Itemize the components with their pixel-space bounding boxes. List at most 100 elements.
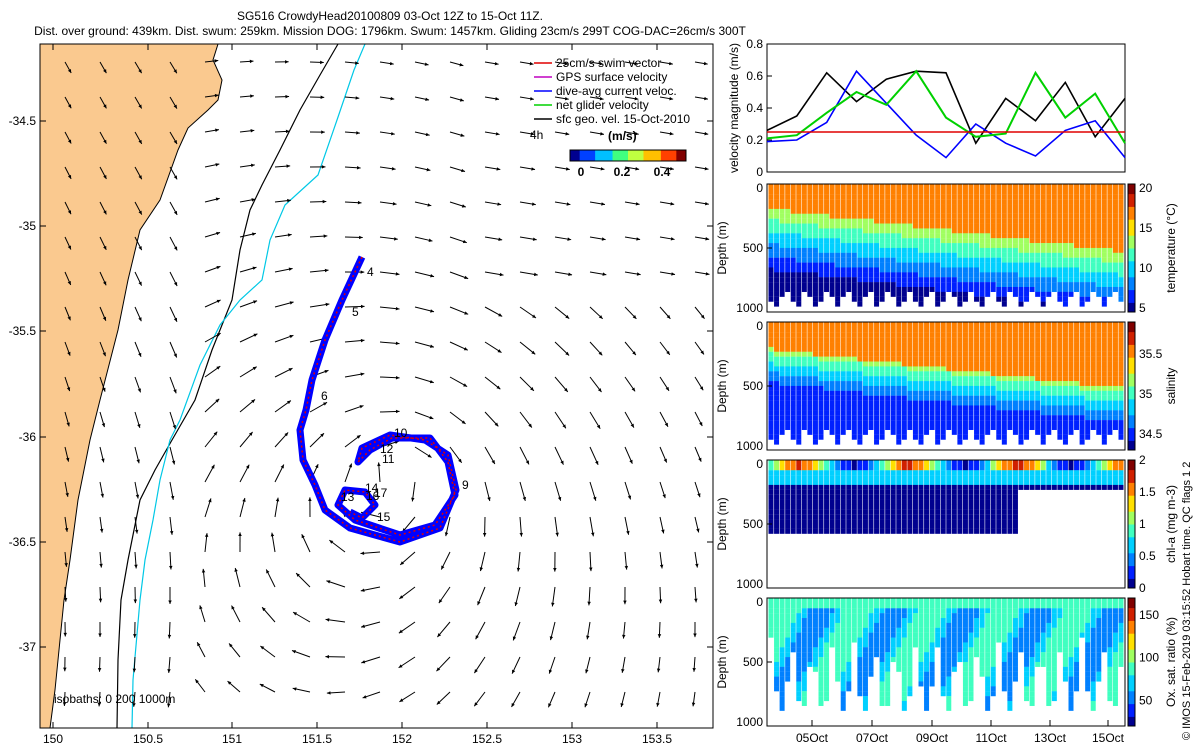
section-cell: [957, 504, 963, 510]
section-cell: [790, 434, 796, 440]
colorbar-cell: [670, 150, 673, 161]
section-cell: [774, 484, 780, 490]
section-cell: [812, 489, 818, 495]
velocity-arrow-head: [595, 460, 599, 465]
section-cell: [812, 233, 818, 239]
section-cell: [807, 194, 813, 200]
section-cell: [1012, 390, 1018, 396]
section-cell: [1107, 376, 1113, 382]
section-cell: [951, 184, 957, 190]
section-cell: [1118, 342, 1124, 348]
section-cell: [807, 327, 813, 333]
section-cell: [1040, 410, 1046, 416]
section-cell: [785, 528, 791, 534]
velocity-arrow-head: [66, 422, 70, 427]
section-cell: [1062, 247, 1068, 253]
section-cell: [812, 247, 818, 253]
velocity-arrow-head: [430, 274, 435, 278]
section-cell: [807, 420, 813, 426]
section-cell: [1096, 247, 1102, 253]
section-y-tick-label: 0: [756, 457, 763, 471]
section-cell: [779, 420, 785, 426]
section-cell: [890, 267, 896, 273]
section-cell: [1012, 252, 1018, 258]
velocity-arrow-head: [494, 422, 499, 427]
section-cell: [1046, 257, 1052, 263]
section-cell: [996, 223, 1002, 229]
section-cell: [785, 218, 791, 224]
section-cell: [857, 405, 863, 411]
lat-tick-label: -34.5: [9, 114, 37, 128]
section-cell: [935, 460, 941, 466]
section-cell: [812, 291, 818, 297]
section-cell: [812, 429, 818, 435]
section-cell: [768, 613, 774, 619]
section-cell: [1112, 286, 1118, 292]
section-cell: [996, 494, 1002, 500]
section-cell: [968, 381, 974, 387]
section-cell: [840, 381, 846, 387]
section-cell: [935, 385, 941, 391]
section-cell: [962, 277, 968, 283]
velocity-arrow-head: [204, 533, 209, 537]
section-cell: [968, 322, 974, 328]
section-cell: [990, 233, 996, 239]
section-cell: [1085, 286, 1091, 292]
section-cell: [885, 351, 891, 357]
section-cell: [968, 400, 974, 406]
velocity-arrow-head: [395, 272, 400, 276]
section-cell: [796, 686, 802, 692]
velocity-y-tick-label: 0.2: [746, 133, 763, 147]
section-cell: [796, 434, 802, 440]
section-cell: [990, 465, 996, 471]
section-cell: [807, 208, 813, 214]
velocity-arrow-head: [557, 496, 562, 501]
section-cell: [835, 429, 841, 435]
section-cell: [835, 470, 841, 476]
section-cell: [1085, 291, 1091, 297]
section-cell: [974, 223, 980, 229]
section-cell: [985, 342, 991, 348]
section-cell: [951, 390, 957, 396]
section-cell: [974, 342, 980, 348]
section-cell: [774, 213, 780, 219]
section-cell: [774, 272, 780, 278]
section-cell: [924, 327, 930, 333]
section-cell: [974, 218, 980, 224]
section-cell: [1007, 405, 1013, 411]
section-cell: [1046, 218, 1052, 224]
section-cell: [918, 238, 924, 244]
section-cell: [824, 420, 830, 426]
section-cell: [962, 238, 968, 244]
section-cell: [1051, 390, 1057, 396]
section-cell: [929, 204, 935, 210]
colorbar-cell: [643, 150, 646, 161]
section-cell: [868, 189, 874, 195]
section-y-tick-label: 500: [743, 517, 763, 531]
section-cell: [824, 204, 830, 210]
section-cell: [890, 223, 896, 229]
section-cell: [835, 233, 841, 239]
velocity-series-line: [766, 69, 1126, 159]
section-cell: [1118, 420, 1124, 426]
section-cell: [851, 262, 857, 268]
section-cell: [812, 204, 818, 210]
section-cell: [901, 385, 907, 391]
section-colorbar-tick-label: 5: [1139, 301, 1146, 315]
section-cell: [1118, 337, 1124, 343]
section-cell: [812, 410, 818, 416]
section-cell: [785, 346, 791, 352]
section-cell: [868, 243, 874, 249]
section-cell: [957, 189, 963, 195]
section-cell: [1024, 262, 1030, 268]
section-cell: [974, 233, 980, 239]
section-cell: [1074, 371, 1080, 377]
section-cell: [868, 470, 874, 476]
velocity-arrow-head: [551, 602, 555, 607]
section-cell: [979, 327, 985, 333]
section-cell: [1101, 282, 1107, 288]
section-cell: [1057, 366, 1063, 372]
section-colorbar-cell: [1128, 370, 1135, 374]
section-cell: [990, 282, 996, 288]
